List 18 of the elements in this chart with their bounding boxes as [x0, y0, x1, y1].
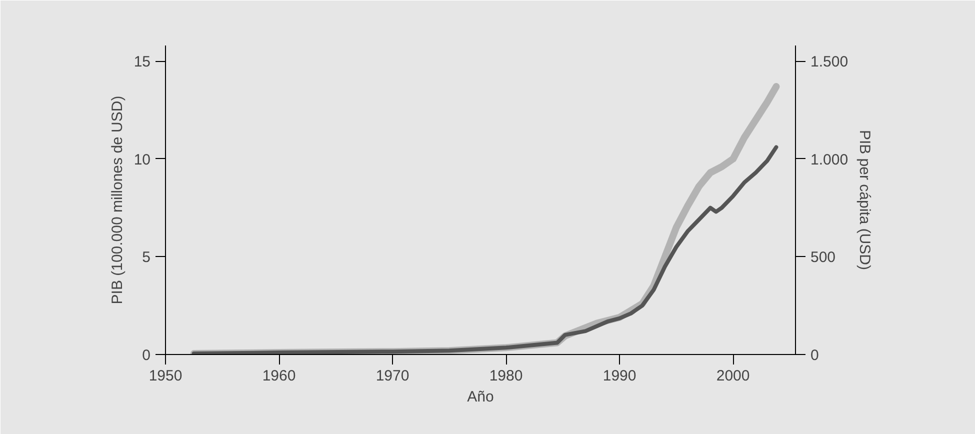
- y-tick-label: 10: [134, 151, 151, 168]
- y-tick-label: 15: [134, 54, 151, 71]
- y-tick-label: 0: [142, 347, 150, 364]
- y2-tick-label: 1.000: [810, 151, 848, 168]
- y2-axis-title: PIB per cápita (USD): [856, 130, 874, 270]
- x-tick-label: 2000: [716, 368, 750, 384]
- y2-tick-label: 500: [810, 249, 836, 266]
- line-series: [192, 145, 778, 354]
- y-axis-title: PIB (100.000 millones de USD): [108, 96, 126, 304]
- x-tick-label: 1950: [148, 368, 182, 384]
- y2-tick-label: 1.500: [810, 54, 848, 71]
- y-tick-label: 5: [142, 249, 150, 266]
- x-tick-label: 1960: [262, 368, 296, 384]
- x-axis-title: Año: [467, 388, 494, 406]
- y2-tick-label: 0: [810, 347, 819, 364]
- x-tick-label: 1970: [376, 368, 410, 384]
- x-tick-label: 1990: [602, 368, 636, 384]
- x-tick-label: 1980: [489, 368, 523, 384]
